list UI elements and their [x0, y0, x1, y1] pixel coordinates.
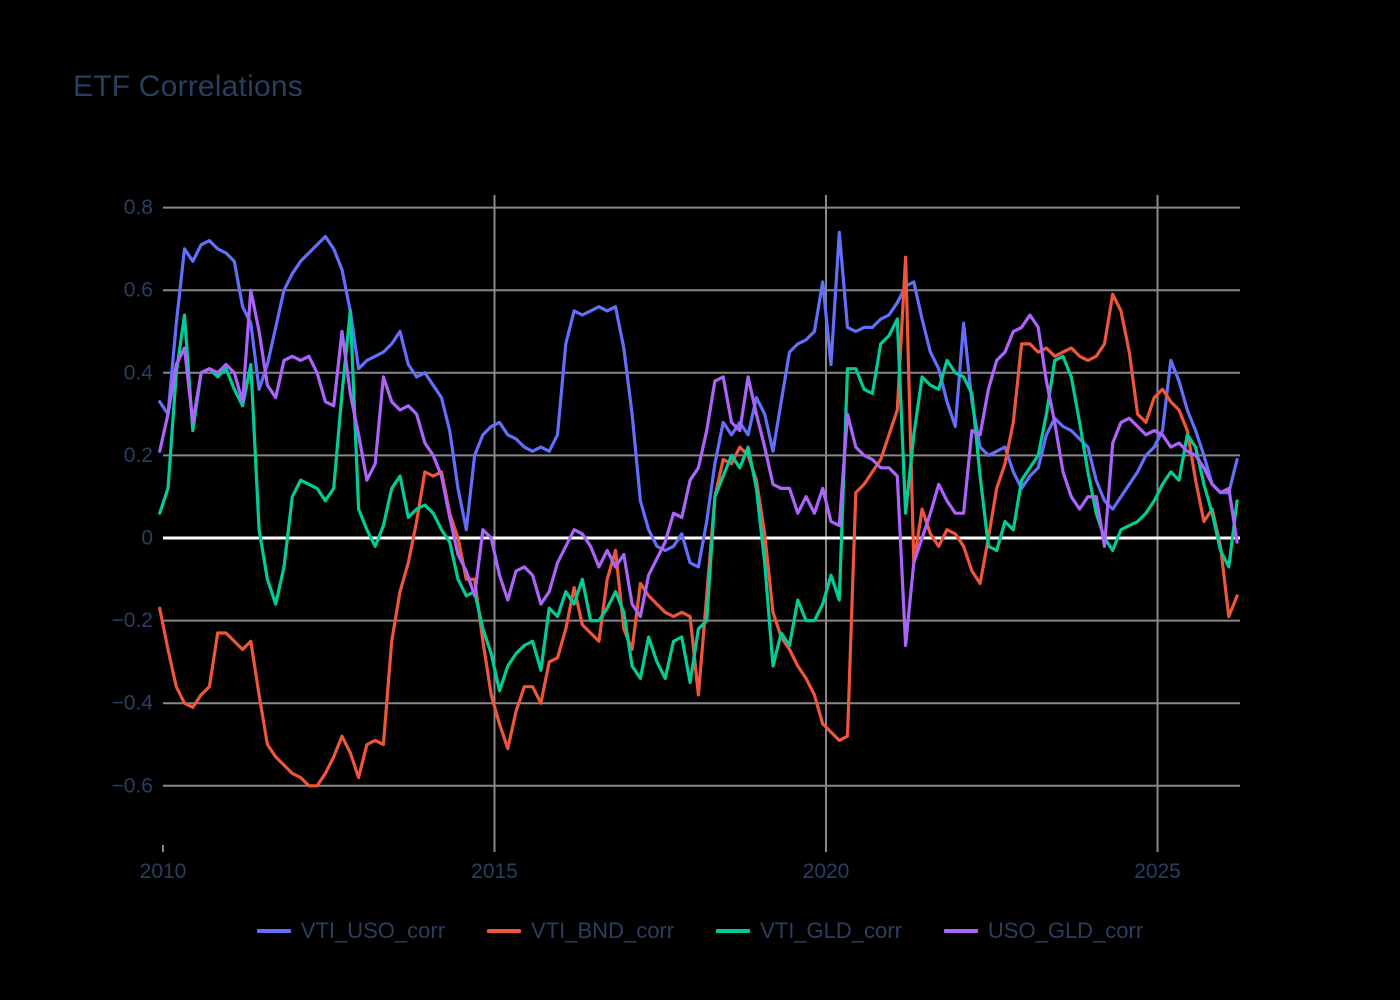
y-tick-label: −0.6	[112, 774, 153, 797]
legend-item-USO_GLD_corr[interactable]: USO_GLD_corr	[943, 918, 1144, 944]
legend-swatch-icon	[716, 929, 751, 933]
legend-item-VTI_BND_corr[interactable]: VTI_BND_corr	[487, 918, 674, 944]
legend-swatch-icon	[943, 929, 978, 933]
legend-item-VTI_USO_corr[interactable]: VTI_USO_corr	[256, 918, 446, 944]
legend-label: VTI_GLD_corr	[760, 918, 902, 943]
x-tick-label: 2025	[1134, 860, 1181, 883]
legend-label: VTI_USO_corr	[300, 918, 446, 943]
series-line-USO_GLD_corr[interactable]	[158, 288, 1239, 648]
y-tick-label: 0.8	[124, 196, 153, 219]
legend-label: VTI_BND_corr	[531, 918, 675, 943]
y-tick-label: −0.4	[112, 692, 154, 715]
x-tick-label: 2020	[803, 860, 850, 883]
legend-swatch-icon	[256, 929, 291, 933]
y-tick-label: 0	[141, 527, 153, 550]
x-tick-label: 2010	[140, 860, 187, 883]
legend-item-VTI_GLD_corr[interactable]: VTI_GLD_corr	[716, 918, 902, 944]
chart-title: ETF Correlations	[73, 70, 303, 103]
y-tick-label: 0.6	[124, 279, 153, 302]
y-tick-label: −0.2	[112, 609, 153, 632]
series-line-VTI_USO_corr[interactable]	[158, 230, 1239, 569]
x-tick-label: 2015	[471, 860, 518, 883]
series-line-VTI_GLD_corr[interactable]	[158, 309, 1239, 693]
series-line-VTI_BND_corr[interactable]	[158, 255, 1239, 788]
y-tick-label: 0.2	[124, 444, 153, 467]
legend: VTI_USO_corr VTI_BND_corr VTI_GLD_corr USO_…	[0, 918, 1400, 944]
legend-swatch-icon	[487, 929, 522, 933]
legend-label: USO_GLD_corr	[987, 918, 1144, 943]
y-tick-label: 0.4	[124, 361, 154, 384]
